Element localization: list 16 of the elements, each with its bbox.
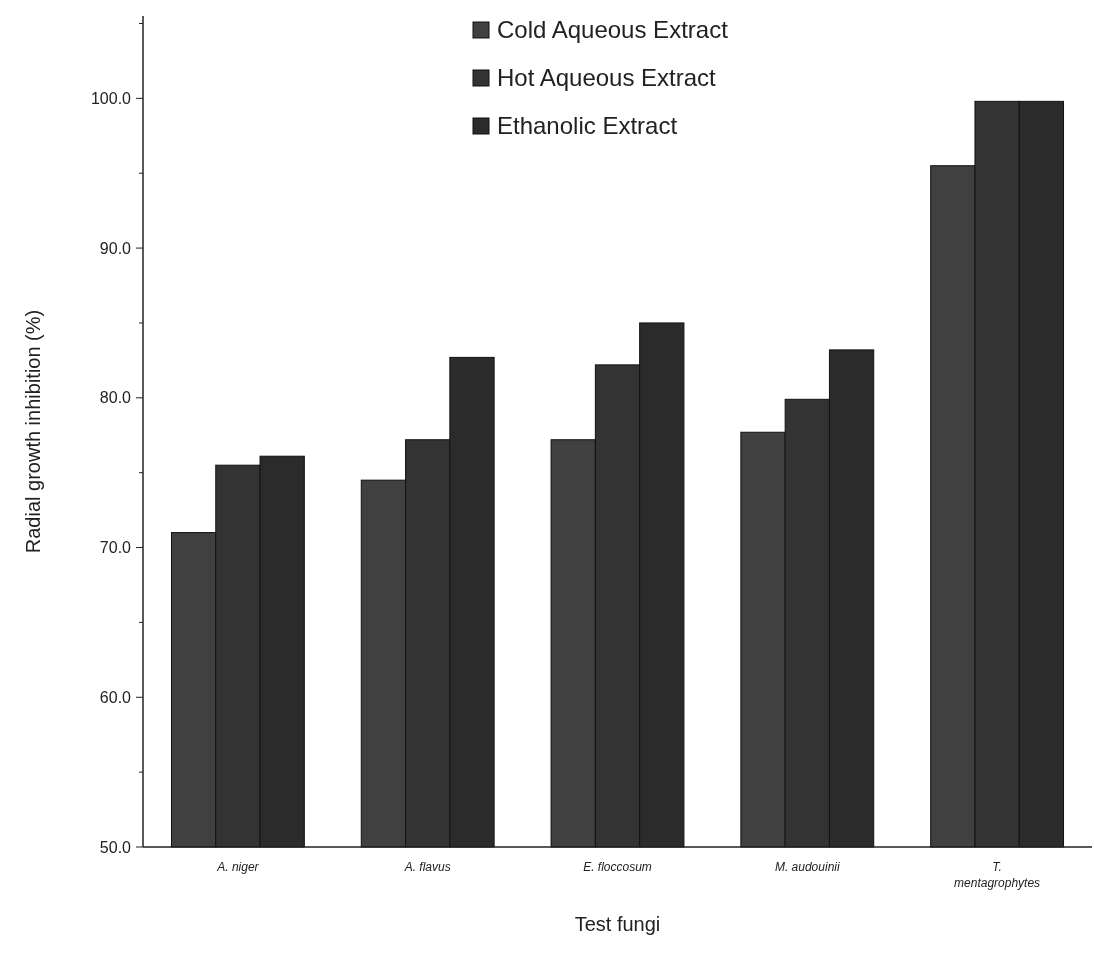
x-tick-label: E. floccosum (583, 860, 652, 874)
x-tick-label: A. flavus (403, 860, 451, 874)
x-tick-label: A. niger (216, 860, 260, 874)
x-tick-label: T. mentagrophytes (954, 860, 1041, 890)
y-tick-label: 100.0 (90, 89, 132, 107)
y-tick-label: 50.0 (99, 838, 132, 856)
x-axis-title: Test fungi (574, 913, 661, 935)
y-tick-label: 90.0 (99, 239, 132, 257)
y-tick-label: 80.0 (99, 389, 132, 407)
y-tick-label: 60.0 (99, 688, 132, 706)
legend-label: Hot Aqueous Extract (497, 64, 717, 92)
legend-label: Cold Aqueous Extract (497, 16, 729, 44)
y-axis-title: Radial growth inhibition (%) (22, 309, 44, 554)
legend-label: Ethanolic Extract (497, 112, 678, 140)
y-tick-label: 70.0 (99, 539, 132, 557)
x-tick-label: M. audouinii (774, 860, 840, 874)
